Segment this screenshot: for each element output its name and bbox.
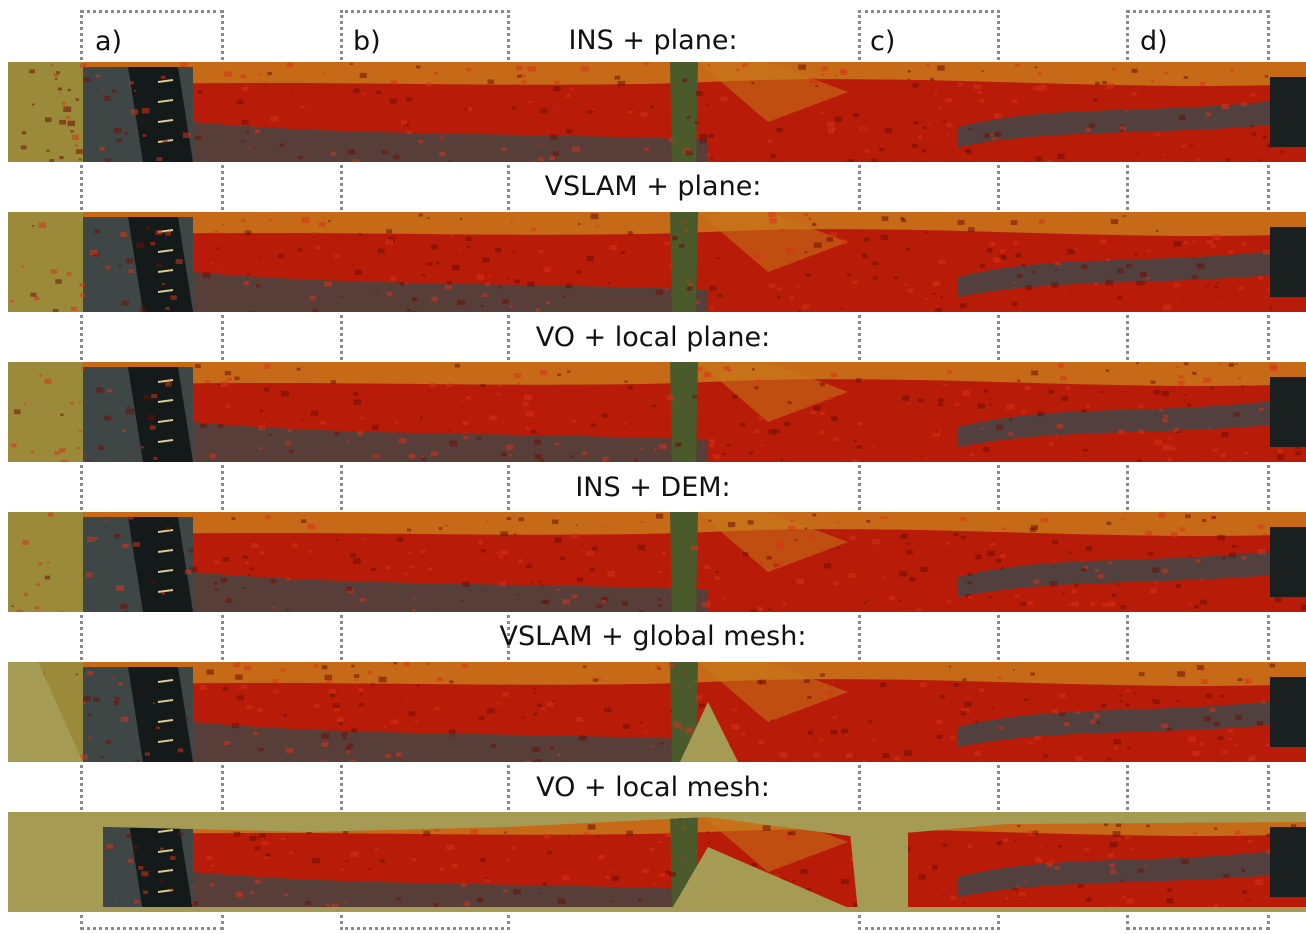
mosaic-strip-2 [8, 212, 1306, 312]
roi-label-b: b) [353, 26, 381, 57]
row-title-2: VSLAM + plane: [544, 171, 762, 202]
mosaic-strip-6 [8, 812, 1306, 912]
row-title-3: VO + local plane: [535, 322, 771, 353]
row-title-5: VSLAM + global mesh: [499, 621, 807, 652]
row-title-1: INS + plane: [568, 25, 738, 56]
mosaic-strip-4 [8, 512, 1306, 612]
row-title-4: INS + DEM: [575, 472, 731, 503]
mosaic-strip-5 [8, 662, 1306, 762]
roi-label-c: c) [870, 26, 896, 57]
row-title-6: VO + local mesh: [536, 772, 770, 803]
roi-label-d: d) [1140, 26, 1168, 57]
mosaic-strip-1 [8, 62, 1306, 162]
roi-label-a: a) [95, 26, 123, 57]
mosaic-strip-3 [8, 362, 1306, 462]
